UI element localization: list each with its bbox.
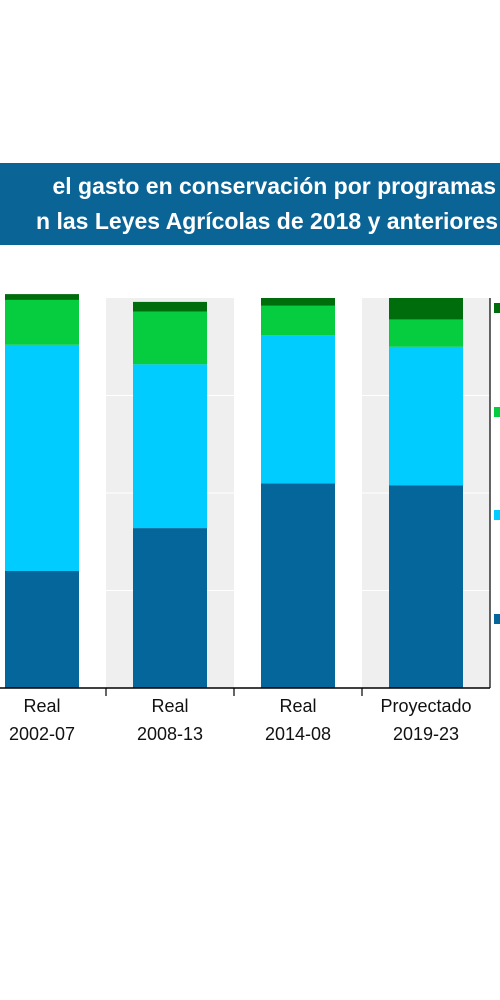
bar-segment [389,485,463,688]
bar-segment [389,298,463,320]
bar-segment [261,305,335,336]
legend-swatch [494,510,500,520]
legend-swatch [494,407,500,417]
bar-segment [389,319,463,347]
bar-segment [133,311,207,365]
x-tick-label-period: 2008-13 [137,724,203,744]
x-tick-label-type: Real [23,696,60,716]
bar-segment [133,301,207,312]
bar-segment [5,294,79,300]
x-tick-label-type: Real [279,696,316,716]
legend-swatch [494,303,500,313]
legend-swatch [494,614,500,624]
bar-segment [261,483,335,688]
x-tick-label-type: Proyectado [380,696,471,716]
bar-segment [5,571,79,688]
bar-segment [5,299,79,345]
chart-title-line-2: n las Leyes Agrícolas de 2018 y anterior… [36,208,498,234]
x-tick-label-period: 2002-07 [9,724,75,744]
x-tick-label-period: 2014-08 [265,724,331,744]
x-tick-label-type: Real [151,696,188,716]
bar-segment [133,528,207,688]
bar-segment [133,364,207,529]
bar-segment [261,298,335,306]
bar-segment [5,344,79,571]
bar-segment [389,346,463,486]
x-tick-label-period: 2019-23 [393,724,459,744]
title-banner: el gasto en conservación por programas n… [0,163,500,245]
bar-segment [261,335,335,484]
chart-title-line-1: el gasto en conservación por programas [52,173,496,199]
